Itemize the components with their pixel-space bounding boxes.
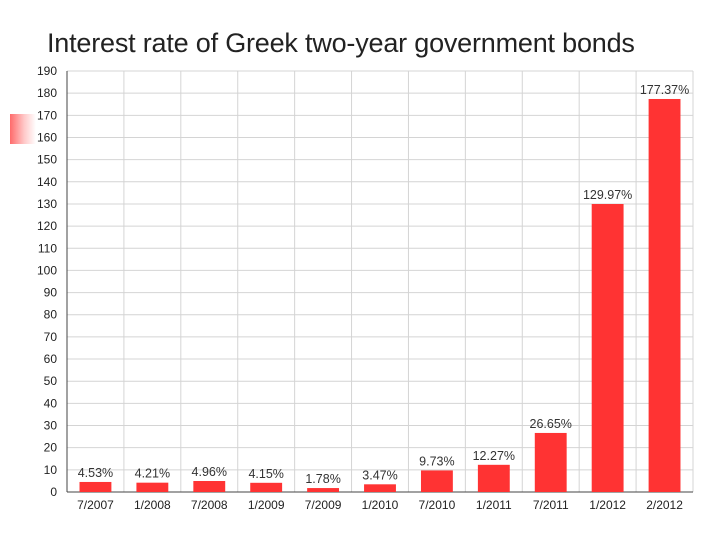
x-tick-label: 7/2009	[305, 498, 342, 512]
y-tick-label: 40	[44, 396, 58, 410]
data-label: 4.53%	[78, 466, 113, 480]
x-tick-label: 7/2007	[77, 498, 114, 512]
bar-2-2012	[648, 98, 681, 493]
y-tick-label: 80	[44, 308, 58, 322]
y-tick-label: 90	[44, 286, 58, 300]
bar-7-2010	[420, 470, 453, 492]
bar-7-2009	[307, 488, 340, 492]
y-tick-label: 10	[44, 463, 58, 477]
y-tick-label: 180	[37, 86, 57, 100]
data-label: 129.97%	[583, 188, 632, 202]
y-tick-label: 50	[44, 374, 58, 388]
data-label: 4.21%	[135, 467, 170, 481]
y-tick-label: 0	[50, 485, 57, 499]
y-tick-label: 120	[37, 219, 57, 233]
x-tick-label: 1/2010	[362, 498, 399, 512]
y-tick-label: 100	[37, 263, 57, 277]
data-label: 4.96%	[192, 465, 227, 479]
data-label: 26.65%	[530, 417, 572, 431]
x-tick-label: 1/2011	[476, 498, 512, 512]
x-tick-label: 7/2010	[419, 498, 456, 512]
decorative-slide-accent	[10, 114, 36, 144]
y-tick-label: 170	[37, 108, 57, 122]
bar-1-2011	[477, 464, 510, 492]
x-tick-label: 1/2008	[134, 498, 171, 512]
data-label: 1.78%	[305, 472, 340, 486]
y-tick-label: 110	[38, 241, 57, 255]
x-tick-label: 7/2008	[191, 498, 228, 512]
y-tick-label: 60	[44, 352, 58, 366]
y-tick-label: 130	[37, 197, 57, 211]
data-label: 12.27%	[473, 449, 515, 463]
data-label: 3.47%	[362, 468, 397, 482]
y-tick-label: 160	[37, 130, 57, 144]
y-tick-label: 70	[44, 330, 58, 344]
bar-1-2009	[250, 482, 283, 492]
y-tick-label: 30	[44, 419, 58, 433]
bar-1-2010	[364, 484, 396, 492]
bar-1-2008	[136, 482, 169, 492]
data-label: 177.37%	[640, 83, 689, 97]
data-label: 4.15%	[248, 467, 283, 481]
x-tick-label: 1/2009	[248, 498, 285, 512]
bar-7-2011	[534, 432, 567, 492]
x-tick-label: 1/2012	[589, 498, 626, 512]
bar-7-2008	[193, 481, 226, 492]
x-tick-label: 7/2011	[533, 498, 569, 512]
y-tick-label: 140	[37, 175, 57, 189]
data-label: 9.73%	[419, 454, 454, 468]
y-tick-label: 20	[44, 441, 58, 455]
x-tick-label: 2/2012	[646, 498, 683, 512]
y-tick-label: 190	[37, 64, 57, 78]
bar-7-2007	[79, 481, 112, 492]
chart-title: Interest rate of Greek two-year governme…	[47, 28, 635, 58]
bar-1-2012	[591, 204, 624, 492]
y-tick-label: 150	[37, 153, 57, 167]
